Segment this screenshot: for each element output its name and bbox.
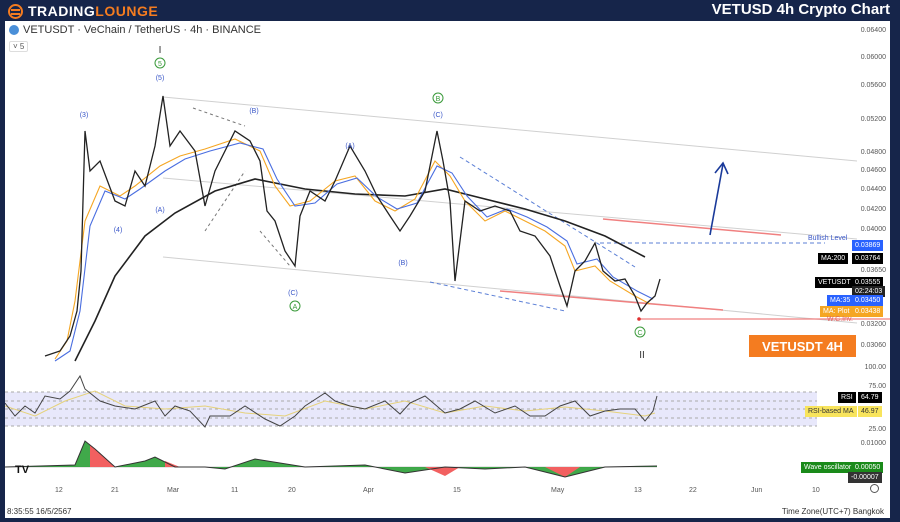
x-tick: May <box>551 487 565 494</box>
rsi-value-tag: 64.79 <box>858 392 882 403</box>
rsi-tick: 75.00 <box>868 383 886 390</box>
price-tick: 0.05600 <box>860 82 886 89</box>
x-tick: 20 <box>288 487 296 494</box>
rsi-tick: 100.00 <box>864 364 886 371</box>
osc-tick: 0.01000 <box>860 440 886 447</box>
svg-text:(C): (C) <box>288 290 298 297</box>
svg-text:(5): (5) <box>156 75 165 82</box>
ma200-tag: 0.03764 <box>852 253 884 264</box>
svg-text:II: II <box>639 350 645 361</box>
price-chart-canvas[interactable]: I 5 (5) (3) (4) (A) (B) (C) A (A) (B) B … <box>5 21 890 518</box>
x-tick: Apr <box>363 487 374 494</box>
ma35-tag: 0.03450 <box>852 295 884 306</box>
price-tick: 0.04000 <box>860 226 886 233</box>
svg-text:(C): (C) <box>433 112 443 119</box>
svg-text:I: I <box>159 45 162 56</box>
x-tick: Mar <box>167 487 180 494</box>
price-tick: 0.03060 <box>860 342 886 349</box>
price-tick: 0.04400 <box>860 186 886 193</box>
svg-text:(B): (B) <box>398 260 407 267</box>
svg-text:(3): (3) <box>80 112 89 119</box>
svg-text:A: A <box>293 304 298 311</box>
timezone-label[interactable]: Time Zone(UTC+7) Bangkok <box>781 507 884 516</box>
wc-invalidation-label: W.C.Inv. <box>827 316 853 323</box>
price-tick: 0.05200 <box>860 116 886 123</box>
bullish-level-tag: 0.03869 <box>852 240 884 251</box>
price-tick: 0.06400 <box>860 27 886 34</box>
svg-text:(A): (A) <box>345 143 354 150</box>
symbol-title: VETUSDT · VeChain / TetherUS · 4h · BINA… <box>23 24 262 36</box>
ma-plot-tag: 0.03438 <box>852 306 884 317</box>
rsi-ma-label: RSI-based MA <box>805 406 857 417</box>
x-tick: Jun <box>751 487 763 494</box>
price-tick: 0.04800 <box>860 149 886 156</box>
last-price-label: VETUSDT <box>815 277 854 288</box>
svg-text:C: C <box>637 330 642 337</box>
last-price-tag: 0.03555 <box>852 277 884 288</box>
price-tick: 0.06000 <box>860 54 886 61</box>
page-title: VETUSD 4h Crypto Chart <box>711 1 890 18</box>
x-tick: 22 <box>689 487 697 494</box>
svg-text:5: 5 <box>158 61 162 68</box>
ma35-label: MA:35 <box>827 295 854 306</box>
svg-text:B: B <box>436 96 441 103</box>
x-tick: 13 <box>634 487 642 494</box>
ma-plot-label: MA: Plot <box>820 306 853 317</box>
price-tick: 0.04600 <box>860 167 886 174</box>
logo-text-trading: TRADING <box>28 3 96 19</box>
x-tick: 21 <box>111 487 119 494</box>
wave-oscillator-neg-tag: -0.00007 <box>848 472 882 483</box>
symbol-info[interactable]: VETUSDT · VeChain / TetherUS · 4h · BINA… <box>9 24 261 36</box>
svg-text:(A): (A) <box>155 207 164 214</box>
symbol-timeframe-badge: VETUSDT 4H <box>749 335 856 357</box>
tradingview-logo: TV <box>15 464 30 476</box>
wave-oscillator-tag: 0.00050 <box>852 462 884 473</box>
x-tick: 15 <box>453 487 461 494</box>
x-tick: 10 <box>812 487 820 494</box>
logo-text-lounge: LOUNGE <box>95 3 159 19</box>
bar-countdown: 02:24:03 <box>852 286 886 297</box>
logo-icon <box>8 3 23 19</box>
rsi-label: RSI <box>838 392 856 403</box>
header-bar: TRADINGLOUNGE VETUSD 4h Crypto Chart <box>0 0 900 21</box>
chart-panel[interactable]: VETUSDT · VeChain / TetherUS · 4h · BINA… <box>5 21 890 518</box>
svg-text:(4): (4) <box>114 227 123 234</box>
wave-oscillator-label: Wave oscillator <box>801 462 855 473</box>
x-tick: 12 <box>55 487 63 494</box>
bullish-level-label: Bullish Level <box>808 235 848 242</box>
price-tick: 0.03200 <box>860 321 886 328</box>
price-tick: 0.03650 <box>860 267 886 274</box>
rsi-ma-tag: 46.97 <box>858 406 882 417</box>
ma200-label: MA:200 <box>818 253 849 264</box>
vechain-coin-icon <box>9 25 19 35</box>
rsi-tick: 25.00 <box>868 426 886 433</box>
svg-text:(B): (B) <box>249 108 258 115</box>
timestamp: 8:35:55 16/5/2567 <box>7 507 72 516</box>
indicators-collapse-button[interactable]: ˅ 5 <box>9 41 29 52</box>
tradinglounge-logo: TRADINGLOUNGE <box>8 2 158 20</box>
settings-gear-icon[interactable] <box>870 484 879 493</box>
x-tick: 11 <box>231 487 239 494</box>
price-tick: 0.04200 <box>860 206 886 213</box>
